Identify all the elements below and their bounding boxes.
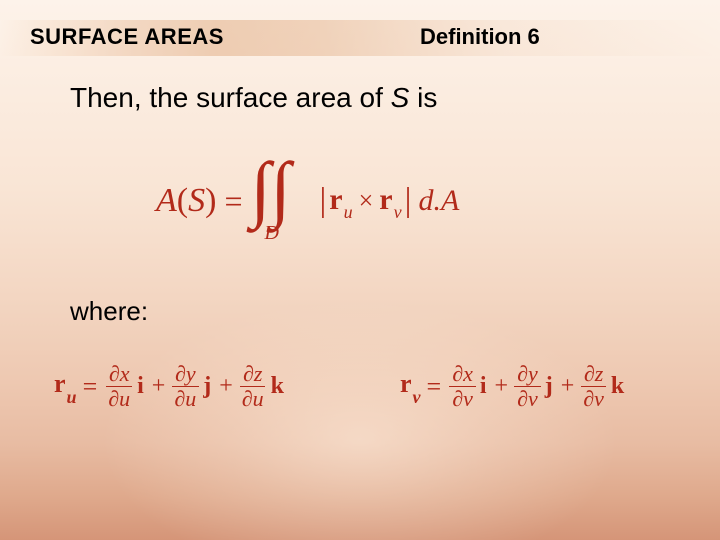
sym-closeparen: ) [205, 182, 216, 219]
dz-dv: ∂z ∂v [580, 362, 607, 411]
formula-row: A(S) = ∫ ∫ D | ru × rv | d.A [156, 158, 459, 244]
var-v-2: v [528, 386, 538, 411]
intro-variable-S: S [391, 82, 410, 113]
section-title: SURFACE AREAS [30, 24, 224, 50]
var-u-2: u [185, 386, 196, 411]
var-v-3: v [594, 386, 604, 411]
eq-ru: = [83, 372, 98, 402]
subscript-v: v [394, 202, 402, 222]
var-v-1: v [463, 386, 473, 411]
r-u-lhs: ru [54, 369, 77, 403]
abs-bar-right: | [405, 182, 412, 220]
partial-8: ∂ [452, 386, 463, 411]
subscript-u: u [344, 202, 353, 222]
background-glow [100, 300, 620, 540]
var-x-2: x [463, 361, 473, 386]
var-z-2: z [595, 361, 604, 386]
partial-1: ∂ [109, 361, 120, 386]
var-u-3: u [253, 386, 264, 411]
r-sub-u: ru [329, 183, 352, 218]
cross-product-sign: × [359, 186, 374, 216]
r-sub-v: rv [379, 183, 401, 218]
partial-7: ∂ [452, 361, 463, 386]
integral-glyph-1: ∫ [250, 152, 270, 226]
unit-j-1: j [203, 373, 211, 400]
vector-r-1: r [329, 183, 342, 216]
partial-5: ∂ [243, 361, 254, 386]
definition-number: Definition 6 [420, 24, 540, 50]
partial-6: ∂ [242, 386, 253, 411]
sym-dot: . [433, 184, 441, 217]
subscript-v-2: v [413, 387, 421, 407]
dx-du: ∂x ∂u [105, 362, 133, 411]
vector-r-3: r [400, 369, 412, 398]
partial-4: ∂ [174, 386, 185, 411]
partial-2: ∂ [108, 386, 119, 411]
unit-k-2: k [611, 373, 624, 400]
unit-j-2: j [545, 373, 553, 400]
unit-i-2: i [480, 373, 487, 400]
unit-k-1: k [271, 373, 284, 400]
unit-i-1: i [137, 373, 144, 400]
intro-post: is [409, 82, 437, 113]
intro-pre: Then, the surface area of [70, 82, 391, 113]
r-v-lhs: rv [400, 369, 421, 403]
dx-dv: ∂x ∂v [449, 362, 476, 411]
var-y-1: y [186, 361, 196, 386]
subscript-u-2: u [67, 387, 77, 407]
sym-A2: A [441, 184, 459, 217]
r-v-definition: rv = ∂x ∂v i + ∂y ∂v j + ∂z ∂v k [400, 362, 628, 411]
partial-10: ∂ [517, 386, 528, 411]
where-label: where: [70, 296, 148, 327]
sym-A: A [156, 182, 177, 219]
double-integral: ∫ ∫ D [250, 158, 314, 244]
var-z-1: z [254, 361, 263, 386]
r-u-definition: ru = ∂x ∂u i + ∂y ∂u j + ∂z ∂u k [54, 362, 288, 411]
eq-rv: = [427, 372, 442, 402]
sym-openparen: ( [177, 182, 188, 219]
plus-1: + [152, 373, 166, 400]
lhs-A-of-S: A(S) [156, 182, 216, 220]
intro-text: Then, the surface area of S is [70, 82, 437, 114]
vector-r-2: r [379, 183, 392, 216]
vector-r: r [54, 369, 66, 398]
plus-3: + [495, 373, 509, 400]
dz-du: ∂z ∂u [239, 362, 267, 411]
partial-12: ∂ [583, 386, 594, 411]
partial-11: ∂ [584, 361, 595, 386]
dy-dv: ∂y ∂v [514, 362, 541, 411]
differential-dA: d.A [418, 184, 459, 218]
partial-9: ∂ [517, 361, 528, 386]
surface-area-formula: A(S) = ∫ ∫ D | ru × rv | d.A [156, 158, 459, 244]
partial-3: ∂ [175, 361, 186, 386]
dy-du: ∂y ∂u [171, 362, 199, 411]
abs-bar-left: | [319, 182, 326, 220]
sym-S: S [188, 182, 205, 219]
var-u-1: u [119, 386, 130, 411]
plus-4: + [561, 373, 575, 400]
plus-2: + [219, 373, 233, 400]
var-x-1: x [120, 361, 130, 386]
integral-glyph-2: ∫ [270, 152, 290, 226]
integral-region-D: D [264, 222, 278, 245]
sym-d: d [418, 184, 433, 217]
equals-sign: = [224, 183, 242, 220]
var-y-2: y [528, 361, 538, 386]
